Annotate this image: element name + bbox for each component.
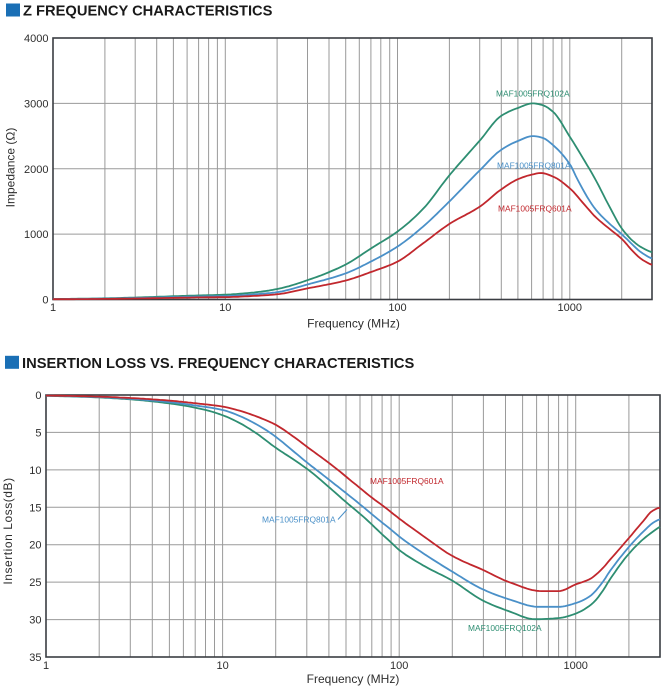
svg-text:MAF1005FRQ102A: MAF1005FRQ102A [496,88,570,98]
svg-text:MAF1005FRQ601A: MAF1005FRQ601A [498,204,572,214]
svg-text:20: 20 [29,540,41,552]
svg-text:1000: 1000 [563,660,587,672]
svg-text:15: 15 [29,502,41,514]
svg-text:1: 1 [50,302,56,314]
svg-text:Frequency (MHz): Frequency (MHz) [307,317,400,331]
svg-text:MAF1005FRQ801A: MAF1005FRQ801A [262,514,336,524]
svg-text:1: 1 [43,660,49,672]
svg-text:MAF1005FRQ102A: MAF1005FRQ102A [468,623,542,633]
svg-text:35: 35 [29,652,41,664]
svg-text:INSERTION LOSS VS. FREQUENCY C: INSERTION LOSS VS. FREQUENCY CHARACTERIS… [22,356,414,372]
svg-text:2000: 2000 [24,164,48,176]
svg-text:3000: 3000 [24,98,48,110]
svg-text:25: 25 [29,577,41,589]
svg-text:0: 0 [42,295,48,307]
svg-text:Frequency (MHz): Frequency (MHz) [307,672,400,686]
svg-text:10: 10 [29,465,41,477]
svg-text:1000: 1000 [24,229,48,241]
svg-text:Insertion Loss(dB): Insertion Loss(dB) [1,477,15,584]
svg-text:30: 30 [29,615,41,627]
svg-text:MAF1005FRQ801A: MAF1005FRQ801A [497,160,571,170]
svg-text:4000: 4000 [24,33,48,45]
svg-text:MAF1005FRQ601A: MAF1005FRQ601A [370,476,444,486]
svg-text:1000: 1000 [558,302,582,314]
svg-text:Z FREQUENCY CHARACTERISTICS: Z FREQUENCY CHARACTERISTICS [23,3,273,19]
svg-text:10: 10 [216,660,228,672]
svg-text:10: 10 [219,302,231,314]
svg-text:Impedance (Ω): Impedance (Ω) [4,128,18,208]
svg-text:0: 0 [35,390,41,402]
svg-text:5: 5 [35,427,41,439]
svg-text:100: 100 [388,302,406,314]
svg-text:100: 100 [390,660,408,672]
